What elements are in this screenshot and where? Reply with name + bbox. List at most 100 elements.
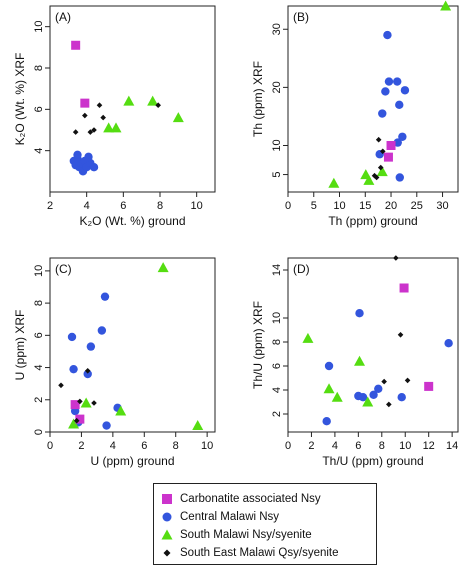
circle-marker <box>397 393 406 402</box>
panel-label: (C) <box>55 262 72 276</box>
x-tick-label: 10 <box>201 440 213 452</box>
x-tick-label: 10 <box>399 440 411 452</box>
circle-marker <box>100 292 110 301</box>
x-tick-label: 6 <box>355 440 361 452</box>
triangle-marker <box>302 332 314 343</box>
x-tick-label: 15 <box>359 200 371 212</box>
triangle-marker <box>80 397 92 408</box>
panel-label: (B) <box>293 10 309 24</box>
x-tick-label: 6 <box>120 200 126 212</box>
diamond-marker <box>91 127 97 133</box>
x-tick-label: 8 <box>379 440 385 452</box>
y-axis-label: U (ppm) XRF <box>13 310 27 381</box>
x-axis-label: Th/U (ppm) ground <box>322 454 423 468</box>
legend-item-carbonatite: Carbonatite associated Nsy <box>160 490 321 508</box>
triangle-marker <box>354 355 366 366</box>
circle-marker <box>97 326 107 335</box>
y-tick-label: 8 <box>271 339 283 345</box>
square-marker-icon <box>160 492 174 506</box>
triangle-marker <box>331 391 343 402</box>
diamond-marker <box>96 102 103 108</box>
diamond-marker <box>155 102 161 108</box>
y-tick-label: 5 <box>271 172 283 178</box>
circle-marker <box>369 390 378 399</box>
legend-label: Central Malawi Nsy <box>180 511 280 523</box>
diamond-marker <box>381 378 387 385</box>
chart-panel: (B) 0 5 10 15 20 25 30 5 10 20 30 Th (ppm) ground Th … <box>251 0 459 228</box>
triangle-marker <box>68 418 80 429</box>
diamond-marker <box>393 255 399 261</box>
diamond-marker <box>377 164 384 171</box>
diamond-marker <box>379 148 386 155</box>
circle-marker <box>355 309 364 318</box>
square-marker <box>71 40 81 50</box>
x-tick-label: 14 <box>446 440 458 452</box>
x-tick-label: 8 <box>157 200 163 212</box>
circle-marker <box>395 100 404 110</box>
circle-marker <box>69 364 78 374</box>
diamond-marker <box>100 114 106 121</box>
triangle-marker <box>376 166 388 177</box>
circle-marker <box>378 109 387 118</box>
y-axis-label: Th (ppm) XRF <box>251 61 265 137</box>
square-marker <box>383 152 393 162</box>
circle-marker <box>398 132 407 141</box>
y-tick-label: 4 <box>33 148 45 154</box>
x-tick-label: 6 <box>141 440 147 452</box>
x-tick-label: 12 <box>423 440 435 452</box>
triangle-marker <box>110 122 122 133</box>
circle-marker <box>84 152 93 162</box>
x-tick-label: 10 <box>191 200 203 212</box>
legend-label: South Malawi Nsy/syenite <box>180 529 312 541</box>
circle-marker <box>393 77 402 86</box>
circle-marker <box>384 77 394 86</box>
x-axis-label: Th (ppm) ground <box>328 214 417 228</box>
x-tick-label: 0 <box>47 440 53 452</box>
plot-frame <box>49 257 216 433</box>
x-axis-label: K₂O (Wt. %) ground <box>79 214 185 228</box>
x-tick-label: 8 <box>173 440 179 452</box>
circle-marker <box>83 369 92 379</box>
x-tick-label: 4 <box>332 440 338 452</box>
circle-marker <box>322 417 331 426</box>
diamond-marker <box>91 400 97 406</box>
y-tick-label: 0 <box>33 429 45 435</box>
legend-label: South East Malawi Qsy/syenite <box>180 547 339 559</box>
triangle-marker <box>323 383 335 394</box>
y-tick-label: 8 <box>33 65 45 71</box>
triangle-marker-icon <box>160 528 174 542</box>
plot-frame <box>287 257 459 433</box>
triangle-marker <box>362 396 374 407</box>
triangle-marker <box>192 420 204 431</box>
triangle-marker <box>123 95 135 106</box>
plot-frame <box>287 5 459 193</box>
panel-label: (D) <box>293 262 310 276</box>
diamond-marker <box>87 129 94 135</box>
legend-item-south: South Malawi Nsy/syenite <box>160 526 312 544</box>
x-tick-label: 2 <box>78 440 84 452</box>
diamond-marker <box>397 332 404 338</box>
circle-marker-icon <box>160 510 174 524</box>
diamond-marker <box>404 377 411 384</box>
y-tick-label: 20 <box>271 81 283 93</box>
plot-frame <box>49 5 216 193</box>
legend: Carbonatite associated Nsy Central Malaw… <box>153 483 377 565</box>
chart-panel: (A) 2 4 6 8 10 4 6 8 10 K₂O (Wt. %) ground K₂O (Wt.… <box>13 5 216 228</box>
diamond-marker <box>73 417 80 424</box>
square-marker <box>424 381 434 391</box>
y-tick-label: 2 <box>33 397 45 403</box>
y-axis-label: Th/U (ppm) XRF <box>251 301 265 389</box>
circle-marker <box>89 163 99 172</box>
triangle-marker <box>440 0 452 11</box>
circle-marker <box>73 150 82 159</box>
y-tick-label: 10 <box>271 312 283 324</box>
circle-marker <box>86 342 96 351</box>
diamond-marker <box>58 382 64 389</box>
x-tick-label: 10 <box>333 200 345 212</box>
square-marker <box>70 400 80 410</box>
legend-item-southeast: South East Malawi Qsy/syenite <box>160 544 339 562</box>
y-axis-label: K₂O (Wt. %) XRF <box>13 53 27 146</box>
square-marker <box>399 283 409 293</box>
circle-marker <box>358 393 368 402</box>
y-tick-label: 2 <box>271 411 283 417</box>
